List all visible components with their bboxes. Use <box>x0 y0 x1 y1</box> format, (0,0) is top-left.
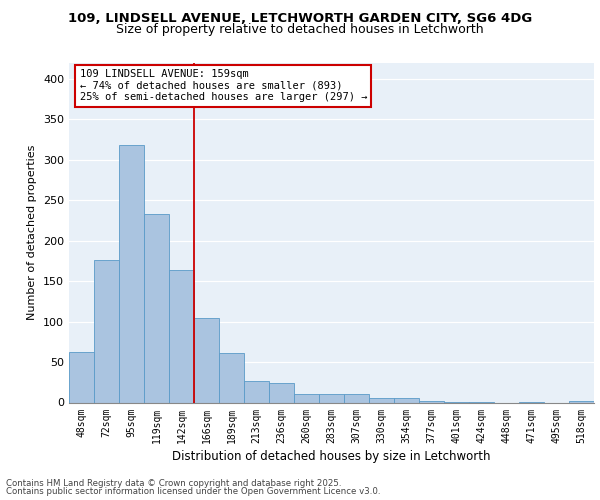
Bar <box>369 398 394 402</box>
Bar <box>119 145 144 403</box>
Bar <box>319 394 344 402</box>
Bar <box>94 260 119 402</box>
Bar <box>294 394 319 402</box>
Text: 109 LINDSELL AVENUE: 159sqm
← 74% of detached houses are smaller (893)
25% of se: 109 LINDSELL AVENUE: 159sqm ← 74% of det… <box>79 70 367 102</box>
Bar <box>344 394 369 402</box>
Bar <box>194 318 219 402</box>
X-axis label: Distribution of detached houses by size in Letchworth: Distribution of detached houses by size … <box>172 450 491 462</box>
Bar <box>144 214 169 402</box>
Bar <box>244 380 269 402</box>
Text: Size of property relative to detached houses in Letchworth: Size of property relative to detached ho… <box>116 22 484 36</box>
Bar <box>394 398 419 402</box>
Bar <box>419 401 444 402</box>
Y-axis label: Number of detached properties: Number of detached properties <box>28 145 37 320</box>
Text: 109, LINDSELL AVENUE, LETCHWORTH GARDEN CITY, SG6 4DG: 109, LINDSELL AVENUE, LETCHWORTH GARDEN … <box>68 12 532 26</box>
Bar <box>69 352 94 403</box>
Bar <box>219 353 244 403</box>
Text: Contains HM Land Registry data © Crown copyright and database right 2025.: Contains HM Land Registry data © Crown c… <box>6 478 341 488</box>
Bar <box>569 401 594 402</box>
Bar <box>269 383 294 402</box>
Bar <box>169 270 194 402</box>
Text: Contains public sector information licensed under the Open Government Licence v3: Contains public sector information licen… <box>6 487 380 496</box>
